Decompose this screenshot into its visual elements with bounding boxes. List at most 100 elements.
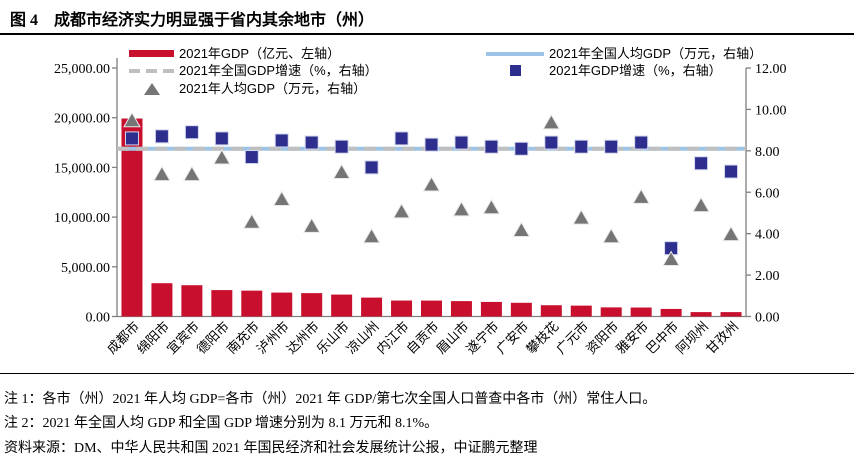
- x-axis-label: 泸州市: [254, 319, 292, 357]
- gdp-bar: [211, 290, 233, 317]
- per-capita-marker: [602, 227, 621, 244]
- per-capita-marker: [242, 213, 261, 229]
- x-axis-label: 眉山市: [433, 319, 471, 357]
- per-capita-marker: [153, 165, 171, 182]
- title-divider: [0, 33, 854, 35]
- gdp-bar: [391, 300, 413, 317]
- square-icon: [509, 65, 521, 76]
- legend-label-gdp: 2021年GDP（亿元、左轴）: [179, 46, 341, 61]
- per-capita-marker: [422, 175, 441, 192]
- left-axis-tick-label: 5,000.00: [61, 261, 110, 276]
- gdp-growth-marker: [544, 135, 559, 150]
- gdp-bar: [450, 301, 472, 317]
- national-growth-dash-swatch: [129, 68, 174, 73]
- gdp-bar: [540, 305, 562, 317]
- gdp-bar: [301, 293, 323, 317]
- left-axis-tick-label: 15,000.00: [54, 161, 110, 176]
- gdp-growth-square-swatch: [486, 65, 544, 77]
- per-capita-marker: [542, 113, 561, 130]
- gdp-bar: [600, 307, 622, 317]
- gdp-bar: [690, 312, 712, 317]
- per-capita-triangle-swatch: [129, 82, 174, 95]
- right-axis-tick-label: 0.00: [755, 311, 780, 326]
- x-axis-label: 甘孜州: [703, 319, 741, 357]
- per-capita-marker: [482, 198, 501, 215]
- x-axis-label: 资阳市: [583, 319, 621, 357]
- per-capita-marker: [302, 217, 321, 233]
- combo-chart: 25,000.00 20,000.00 15,000.00 10,000.00 5,00…: [54, 58, 787, 357]
- left-axis-tick-label: 0.00: [86, 311, 111, 326]
- note-1: 注 1：各市（州）2021 年人均 GDP=各市（州）2021 年 GDP/第七…: [4, 392, 657, 407]
- x-axis-label: 广元市: [553, 319, 591, 357]
- legend-label-per-capita: 2021年人均GDP（万元，右轴）: [179, 81, 367, 96]
- gdp-growth-marker: [394, 131, 409, 146]
- x-axis-label: 乐山市: [314, 319, 352, 357]
- gdp-growth-marker: [124, 131, 139, 146]
- per-capita-marker: [212, 149, 231, 165]
- right-axis-tick-label: 4.00: [755, 228, 780, 243]
- x-axis-label: 内江市: [373, 319, 411, 357]
- gdp-growth-marker: [724, 164, 739, 179]
- gdp-growth-marker: [634, 135, 649, 150]
- gdp-bar: [421, 300, 442, 317]
- per-capita-marker: [662, 250, 680, 267]
- x-axis-label: 绵阳市: [134, 319, 172, 357]
- legend-label-national-per-capita: 2021年全国人均GDP（万元，右轴）: [549, 46, 763, 61]
- x-axis-label: 遂宁市: [463, 319, 501, 357]
- national-per-capita-line-swatch: [486, 51, 544, 56]
- gdp-growth-marker: [574, 139, 589, 154]
- gdp-growth-marker: [334, 139, 349, 154]
- x-axis-label: 阿坝州: [673, 319, 711, 357]
- x-axis-label: 雅安市: [613, 319, 651, 357]
- gdp-bar: [121, 118, 143, 317]
- x-axis-label: 巴中市: [643, 319, 681, 357]
- source-note: 资料来源：DM、中华人民共和国 2021 年国民经济和社会发展统计公报，中证鹏元…: [4, 441, 538, 456]
- gdp-bar-swatch: [129, 50, 174, 57]
- gdp-bar: [181, 285, 203, 317]
- x-axis-label: 攀枝花: [523, 319, 561, 357]
- per-capita-marker: [362, 227, 381, 244]
- left-axis-tick-label: 20,000.00: [54, 112, 110, 127]
- per-capita-marker: [632, 188, 651, 204]
- x-axis-label: 南充市: [224, 319, 262, 357]
- gdp-growth-marker: [514, 141, 529, 156]
- right-axis-tick-label: 2.00: [755, 269, 780, 284]
- legend-label-national-growth: 2021年全国GDP增速（%，右轴）: [179, 63, 378, 78]
- notes-divider: [0, 373, 854, 374]
- triangle-icon: [143, 82, 160, 95]
- left-axis-tick-label: 25,000.00: [54, 62, 110, 77]
- gdp-growth-marker: [304, 135, 319, 150]
- gdp-growth-marker: [214, 131, 229, 146]
- gdp-bar: [660, 308, 682, 317]
- x-axis-label: 德阳市: [194, 319, 232, 357]
- gdp-growth-marker: [484, 139, 499, 154]
- right-axis-tick-label: 8.00: [755, 145, 780, 160]
- gdp-bar: [331, 294, 353, 317]
- legend-label-gdp-growth: 2021年GDP增速（%，右轴）: [549, 63, 722, 78]
- gdp-bar: [570, 305, 592, 317]
- per-capita-marker: [332, 163, 351, 180]
- note-2: 注 2：2021 年全国人均 GDP 和全国 GDP 增速分别为 8.1 万元和…: [4, 416, 439, 431]
- per-capita-marker: [272, 190, 291, 206]
- gdp-growth-marker: [274, 133, 289, 148]
- figure-title: 图 4 成都市经济实力明显强于省内其余地市（州）: [10, 12, 375, 29]
- gdp-bar: [510, 302, 532, 317]
- per-capita-marker: [183, 165, 201, 182]
- gdp-growth-marker: [424, 137, 439, 152]
- legend-item-national-growth: 2021年全国GDP增速（%，右轴）: [129, 63, 378, 78]
- per-capita-marker: [452, 200, 471, 217]
- legend-item-national-per-capita: 2021年全国人均GDP（万元，右轴）: [486, 46, 762, 61]
- right-axis-tick-label: 6.00: [755, 186, 780, 201]
- gdp-growth-marker: [244, 150, 259, 165]
- x-axis-label: 达州市: [284, 319, 322, 357]
- x-axis-label: 广安市: [493, 319, 531, 357]
- legend-item-per-capita: 2021年人均GDP（万元，右轴）: [129, 81, 366, 96]
- gdp-growth-marker: [604, 139, 619, 154]
- per-capita-marker: [512, 221, 531, 238]
- gdp-bar: [271, 292, 293, 317]
- per-capita-marker: [692, 196, 710, 213]
- per-capita-marker: [392, 202, 411, 219]
- right-axis-tick-label: 10.00: [755, 103, 787, 118]
- right-axis-tick-label: 12.00: [755, 62, 787, 77]
